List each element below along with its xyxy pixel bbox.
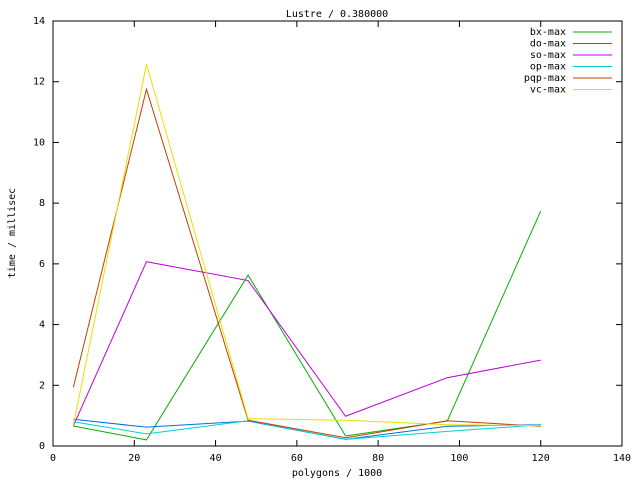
x-tick-label: 20 [128, 453, 140, 464]
plot-frame [52, 20, 623, 447]
y-tick-label: 2 [39, 380, 45, 391]
x-tick-label: 80 [372, 453, 384, 464]
y-tick-label: 12 [33, 77, 45, 88]
y-tick-label: 8 [39, 198, 45, 209]
x-tick-label: 120 [532, 453, 550, 464]
legend-label: pqp-max [524, 73, 566, 84]
chart-title: Lustre / 0.380000 [286, 9, 388, 20]
legend-label: so-max [530, 50, 566, 61]
legend-label: do-max [530, 39, 566, 50]
y-tick-label: 4 [39, 320, 45, 331]
y-axis-label: time / millisec [7, 188, 18, 278]
legend-label: op-max [530, 62, 566, 73]
series-line [73, 420, 541, 440]
x-tick-label: 100 [450, 453, 468, 464]
series-line [72, 63, 541, 427]
y-tick-label: 6 [39, 259, 45, 270]
y-tick-label: 14 [33, 16, 45, 27]
y-tick-label: 0 [39, 441, 45, 452]
x-tick-label: 0 [50, 453, 56, 464]
y-tick-label: 10 [33, 137, 45, 148]
legend-label: bx-max [530, 27, 566, 38]
series-line [73, 210, 542, 441]
series-line [72, 87, 541, 439]
legend-label: vc-max [530, 85, 566, 96]
x-tick-label: 140 [613, 453, 631, 464]
x-tick-label: 40 [210, 453, 222, 464]
x-axis-label: polygons / 1000 [292, 468, 382, 479]
series-line [72, 261, 541, 427]
x-tick-label: 60 [291, 453, 303, 464]
